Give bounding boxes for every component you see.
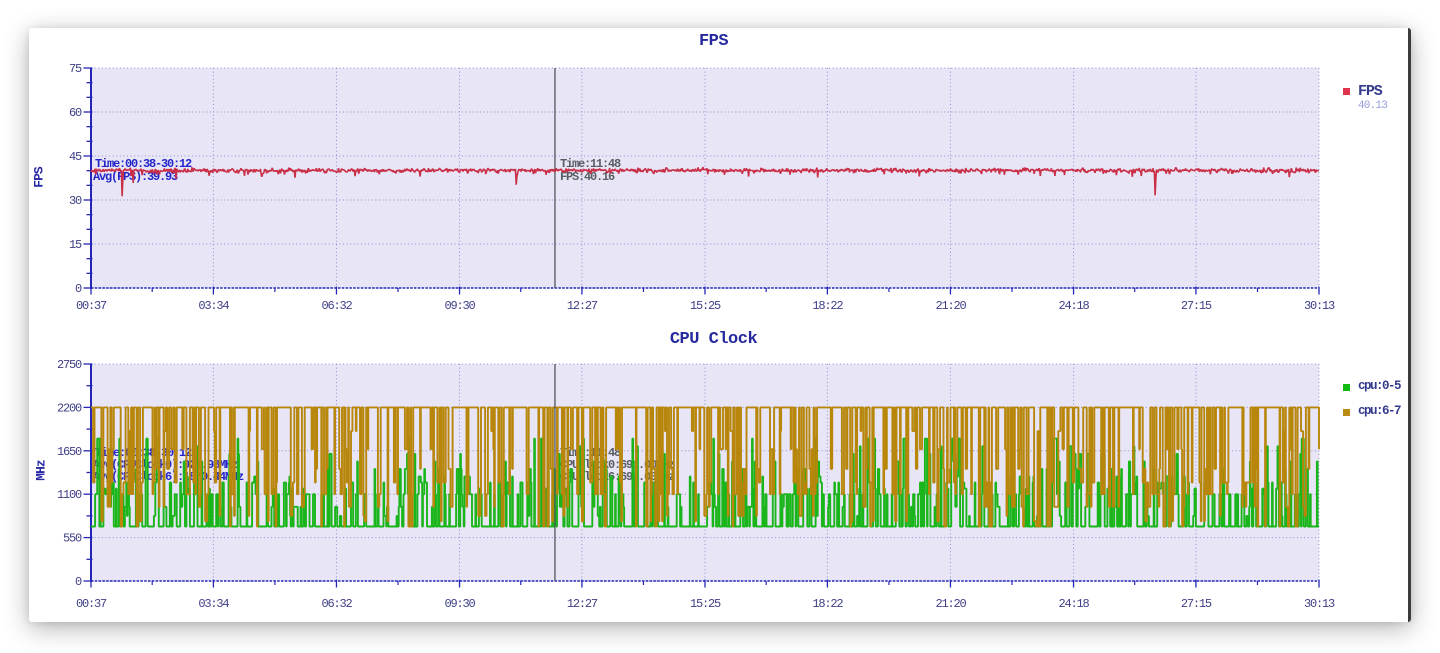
y-tick-label: 1100 [57,488,82,502]
cpu-series-layer [91,364,1320,581]
cpu-0-5-legend-label: cpu:0-5 [1358,379,1402,393]
series-FPS [90,166,1320,197]
x-tick-label: 24:18 [1059,597,1090,611]
x-tick-label: 21:20 [935,597,966,611]
y-tick-label: 550 [63,532,82,546]
cpu-clock-chart-title: CPU Clock [669,330,758,349]
fps-series-layer [90,68,1320,288]
x-tick-label: 06:32 [321,597,352,611]
y-tick-label: 60 [69,106,82,120]
x-tick-label: 06:32 [321,299,352,313]
y-tick-label: 1650 [57,445,82,459]
cpu-6-7-legend-swatch [1343,409,1350,416]
x-tick-label: 00:37 [76,299,107,313]
y-tick-label: 2200 [57,401,82,415]
fps-plot-grid: 0 15 30 45 60 75 00:37 03:34 06:32 09:30 12:27 15:2… [69,62,1336,313]
fps-avg-annotation: Avg(FPS):39.93 [93,170,178,184]
y-tick-label: 0 [75,575,82,589]
y-tick-label: 45 [69,150,82,164]
fps-legend-swatch [1343,88,1350,95]
fps-cursor-time-annotation: Time:11:48 [560,157,621,171]
x-tick-label: 03:34 [198,597,229,611]
fps-cursor-value-annotation: FPS:40.16 [560,170,615,184]
series-cpu:6-7 [91,406,1320,528]
fps-range-annotation: Time:00:38-30:12 [95,157,192,171]
x-tick-label: 18:22 [812,597,843,611]
cpu-avg6-annotation: Avg(CPUClock6):1870.44MHz [93,470,244,484]
cpu-6-7-legend-label: cpu:6-7 [1358,404,1402,418]
fps-annotations: Time:00:38-30:12 Avg(FPS):39.93 Time:11:… [93,157,622,184]
x-tick-label: 12:27 [567,597,598,611]
fps-legend-current-value: 40.13 [1358,100,1388,112]
cpu-0-5-legend-swatch [1343,384,1350,391]
fps-chart-title: FPS [698,32,729,51]
y-tick-label: 30 [69,194,82,208]
x-tick-label: 18:22 [812,299,843,313]
cpu-clock-chart-canvas[interactable]: 0 550 1100 1650 2200 2750 00:37 03:34 06:32 09:30… [29,322,1408,622]
x-tick-label: 27:15 [1181,597,1212,611]
x-tick-label: 09:30 [445,597,476,611]
x-tick-label: 09:30 [445,299,476,313]
x-tick-label: 15:25 [690,299,721,313]
y-tick-label: 15 [69,238,82,252]
x-tick-label: 03:34 [198,299,229,313]
y-tick-label: 75 [69,62,82,76]
x-tick-label: 30:13 [1304,299,1335,313]
fps-chart-canvas[interactable]: 0 15 30 45 60 75 00:37 03:34 06:32 09:30 12:27 15:2… [29,28,1408,322]
x-tick-label: 12:27 [567,299,598,313]
x-tick-label: 00:37 [76,597,107,611]
x-tick-label: 30:13 [1304,597,1335,611]
series-cpu:0-5 [91,437,1319,528]
fps-legend-label: FPS [1358,83,1383,100]
y-tick-label: 2750 [57,358,82,372]
performance-report-card: FPS FPS 0 15 30 45 60 75 00:37 03:34 06:32 09:30 1… [29,28,1411,622]
x-tick-label: 24:18 [1059,299,1090,313]
x-tick-label: 15:25 [690,597,721,611]
x-tick-label: 27:15 [1181,299,1212,313]
y-tick-label: 0 [75,282,82,296]
x-tick-label: 21:20 [935,299,966,313]
